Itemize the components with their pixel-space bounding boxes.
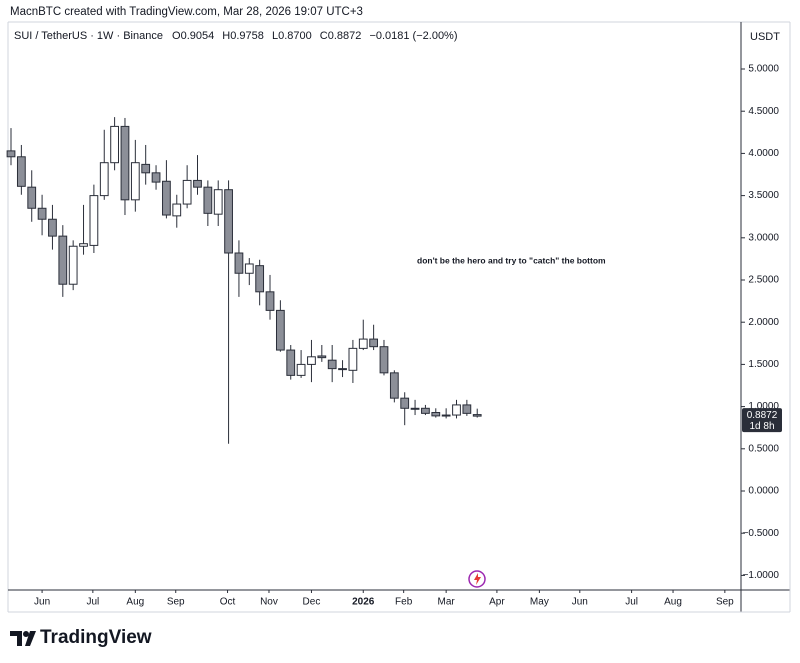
y-tick-label: 2.0000 xyxy=(748,317,779,328)
brand-logo-dot xyxy=(23,631,29,637)
candle-body xyxy=(452,404,461,416)
y-tick-label: −0.5000 xyxy=(743,528,780,539)
x-tick-label: Feb xyxy=(395,597,413,608)
candle-body xyxy=(6,150,16,158)
x-tick-label: Oct xyxy=(220,597,236,608)
y-tick-label: 0.5000 xyxy=(748,443,779,454)
legend-open: O0.9054 xyxy=(172,30,214,42)
y-tick-label: 2.5000 xyxy=(748,275,779,286)
candle-body xyxy=(37,207,47,220)
candle-body xyxy=(369,338,379,348)
candle-body xyxy=(358,338,368,349)
candle-body xyxy=(79,243,88,247)
candle-body xyxy=(400,397,410,409)
candle-body xyxy=(421,407,430,414)
brand-name: TradingView xyxy=(40,627,152,648)
candle-body xyxy=(162,180,171,216)
candle-body xyxy=(27,186,37,209)
y-tick-label: −1.0000 xyxy=(743,570,780,581)
legend-high: H0.9758 xyxy=(222,30,264,42)
candle-body xyxy=(58,235,68,285)
candle-body xyxy=(224,189,233,254)
x-tick-label: Sep xyxy=(167,597,185,608)
candle-body xyxy=(234,252,244,274)
candle-body xyxy=(389,372,399,399)
candle-body xyxy=(99,162,109,197)
event-bolt[interactable] xyxy=(474,573,481,585)
candle-body xyxy=(441,414,451,417)
candle-body xyxy=(431,412,441,417)
annotation: don't be the hero and try to "catch" the… xyxy=(417,255,606,265)
y-tick-label: 0.0000 xyxy=(748,486,779,497)
legend-close: C0.8872 xyxy=(320,30,362,42)
x-tick-label: Jul xyxy=(625,597,638,608)
candle-body xyxy=(182,179,192,205)
x-tick-label: Mar xyxy=(438,597,456,608)
event-icon[interactable] xyxy=(468,570,486,588)
candle-body xyxy=(410,407,420,410)
y-tick-label: 4.0000 xyxy=(748,148,779,159)
candle-body xyxy=(151,172,161,183)
candle-body xyxy=(348,347,358,371)
candle-body xyxy=(265,291,275,311)
y-tick-label: 1.0000 xyxy=(748,401,779,412)
y-tick-label: 4.5000 xyxy=(748,106,779,117)
x-tick-label: Nov xyxy=(260,597,278,608)
legend-symbol: SUI / TetherUS · 1W · Binance xyxy=(14,30,163,42)
legend-change: −0.0181 (−2.00%) xyxy=(369,30,457,42)
candle-body xyxy=(48,218,57,237)
candle-body xyxy=(379,346,389,374)
candle-body xyxy=(296,363,306,376)
candle-body xyxy=(255,265,265,293)
candle-body xyxy=(307,356,316,365)
candle-body xyxy=(472,414,482,417)
candle-body xyxy=(110,125,119,164)
candle-body xyxy=(462,404,472,414)
legend: SUI / TetherUS · 1W · Binance O0.9054 H0… xyxy=(14,30,458,42)
y-tick-label: 3.5000 xyxy=(748,190,779,201)
brand-logo xyxy=(10,631,36,646)
candle-body xyxy=(338,368,347,371)
x-tick-label: Jun xyxy=(572,597,588,608)
last-price-label: 0.8872 xyxy=(747,410,778,421)
candle-body xyxy=(213,189,223,215)
candle-body xyxy=(327,359,337,370)
candle-body xyxy=(203,186,213,214)
x-tick-label: May xyxy=(530,597,549,608)
x-tick-label: Jul xyxy=(86,597,99,608)
candle-body xyxy=(141,163,151,174)
last-price-box xyxy=(742,408,782,433)
brand: TradingView xyxy=(10,627,152,648)
candle-body xyxy=(275,309,285,351)
candle-body xyxy=(172,203,182,217)
candle-body xyxy=(120,125,130,201)
y-tick-label: 3.0000 xyxy=(748,232,779,243)
header: MacnBTC created with TradingView.com, Ma… xyxy=(10,6,363,18)
x-tick-label: Apr xyxy=(489,597,505,608)
candle-body xyxy=(89,195,99,246)
countdown-label: 1d 8h xyxy=(749,421,774,432)
x-tick-label: Aug xyxy=(126,597,144,608)
x-tick-label: 2026 xyxy=(352,597,375,608)
y-tick-label: 5.0000 xyxy=(748,64,779,75)
candle-body xyxy=(286,349,296,376)
y-tick-label: 1.5000 xyxy=(748,359,779,370)
x-tick-label: Jun xyxy=(34,597,50,608)
price-axis-unit: USDT xyxy=(750,31,780,43)
x-tick-label: Dec xyxy=(303,597,321,608)
candle-body xyxy=(193,179,202,188)
candle-body xyxy=(244,263,254,274)
x-tick-label: Sep xyxy=(716,597,734,608)
candle-body xyxy=(68,245,78,285)
candle-body xyxy=(317,355,327,359)
legend-low: L0.8700 xyxy=(272,30,312,42)
candle-body xyxy=(130,162,140,201)
x-tick-label: Aug xyxy=(664,597,682,608)
candle-body xyxy=(16,156,26,187)
